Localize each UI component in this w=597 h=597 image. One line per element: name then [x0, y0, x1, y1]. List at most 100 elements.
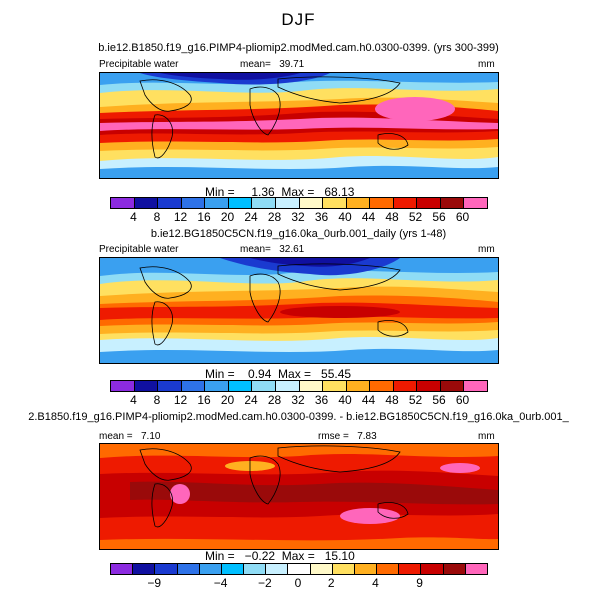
panel3-subtitle: 2.B1850.f19_g16.PIMP4-pliomip2.modMed.ca… — [28, 411, 569, 423]
panel2-variable-label: Precipitable water — [99, 244, 179, 255]
panel1-mean-value: 39.71 — [279, 59, 305, 70]
panel2-map — [99, 257, 499, 364]
panel1-units: mm — [478, 59, 495, 70]
panel3-colorbar-ticks: −9 −4 −2 0 2 4 9 — [110, 576, 486, 590]
colorbar-swatch — [393, 198, 418, 208]
colorbar-tick-label: 36 — [314, 210, 329, 224]
colorbar-swatch — [440, 198, 465, 208]
panel3-rmse: rmse = 7.83 — [318, 431, 377, 442]
colorbar-tick-label: 12 — [173, 210, 188, 224]
colorbar-tick-label: 2 — [327, 576, 335, 590]
colorbar-swatch — [221, 564, 245, 574]
colorbar-tick-label: 28 — [267, 393, 282, 407]
colorbar-tick-label: −9 — [147, 576, 162, 590]
colorbar-swatch — [370, 198, 394, 208]
panel1-mean: mean= 39.71 — [240, 59, 304, 70]
colorbar-swatch — [252, 198, 276, 208]
colorbar-swatch — [440, 381, 465, 391]
colorbar-tick-label: 60 — [455, 393, 470, 407]
colorbar-tick-label: 4 — [130, 393, 137, 407]
colorbar-swatch — [133, 564, 156, 574]
colorbar-swatch — [464, 381, 487, 391]
figure-title: DJF — [281, 10, 316, 29]
panel2-min-max: Min = 0.94 Max = 55.45 — [205, 367, 352, 381]
colorbar-swatch — [299, 198, 324, 208]
panel2-mean-label: mean= — [240, 244, 271, 255]
colorbar-swatch — [205, 381, 229, 391]
colorbar-tick-label: 16 — [197, 210, 211, 224]
colorbar-tick-label: 8 — [153, 393, 161, 407]
colorbar-swatch — [354, 564, 378, 574]
colorbar-swatch — [244, 564, 267, 574]
colorbar-swatch — [266, 564, 289, 574]
colorbar-swatch — [393, 381, 418, 391]
colorbar-tick-label: 56 — [432, 210, 446, 224]
panel3-colorbar — [110, 563, 488, 575]
colorbar-tick-label: 40 — [338, 393, 352, 407]
panel3-mean-label: mean = — [99, 431, 133, 442]
colorbar-tick-label: 36 — [314, 393, 329, 407]
panel3-units: mm — [478, 431, 495, 442]
panel3-min-max: Min = −0.22 Max = 15.10 — [205, 549, 355, 563]
colorbar-swatch — [228, 381, 253, 391]
panel1-colorbar-ticks: 4 8 12 16 20 24 28 32 36 40 44 48 52 56 60 — [110, 210, 486, 224]
panel1-variable-label: Precipitable water — [99, 59, 179, 70]
colorbar-swatch — [205, 198, 229, 208]
colorbar-swatch — [177, 564, 200, 574]
colorbar-tick-label: 20 — [220, 393, 235, 407]
colorbar-swatch — [134, 198, 159, 208]
panel3-mean-value: 7.10 — [140, 431, 161, 442]
colorbar-swatch — [464, 198, 487, 208]
colorbar-swatch — [417, 381, 441, 391]
colorbar-tick-label: 44 — [361, 210, 376, 224]
colorbar-swatch — [346, 381, 371, 391]
panel1-subtitle: b.ie12.B1850.f19_g16.PIMP4-pliomip2.modM… — [98, 42, 499, 54]
colorbar-swatch — [181, 198, 206, 208]
panel2-mean-value: 32.61 — [279, 244, 305, 255]
panel2-units: mm — [478, 244, 495, 255]
panel3-mean: mean = 7.10 — [99, 431, 160, 442]
panel3-rmse-label: rmse = — [318, 431, 349, 442]
colorbar-tick-label: 52 — [408, 393, 423, 407]
colorbar-tick-label: 16 — [197, 393, 211, 407]
panel2-colorbar-ticks: 4 8 12 16 20 24 28 32 36 40 44 48 52 56 60 — [110, 393, 486, 407]
colorbar-swatch — [399, 564, 422, 574]
colorbar-tick-label: −2 — [257, 576, 272, 590]
panel1-mean-label: mean= — [240, 59, 271, 70]
panel1-colorbar — [110, 197, 488, 209]
panel2-colorbar — [110, 380, 488, 392]
panel1-map-plot — [100, 73, 498, 178]
colorbar-tick-label: 60 — [455, 210, 470, 224]
colorbar-tick-label: 32 — [291, 393, 305, 407]
panel3-map-plot — [100, 444, 498, 549]
colorbar-tick-label: 24 — [244, 210, 258, 224]
colorbar-swatch — [310, 564, 333, 574]
colorbar-tick-label: 20 — [220, 210, 235, 224]
colorbar-tick-label: 4 — [130, 210, 137, 224]
colorbar-tick-label: 9 — [416, 576, 423, 590]
colorbar-swatch — [111, 381, 135, 391]
colorbar-tick-label: 8 — [153, 210, 161, 224]
colorbar-swatch — [134, 381, 159, 391]
colorbar-tick-label: 52 — [408, 210, 423, 224]
colorbar-swatch — [323, 381, 347, 391]
colorbar-tick-label: 0 — [294, 576, 302, 590]
colorbar-tick-label: 48 — [385, 393, 399, 407]
colorbar-swatch — [275, 198, 300, 208]
colorbar-swatch — [111, 564, 134, 574]
panel1-map — [99, 72, 499, 179]
panel2-map-plot — [100, 258, 498, 363]
panel3-map — [99, 443, 499, 550]
colorbar-swatch — [252, 381, 276, 391]
colorbar-tick-label: 44 — [361, 393, 376, 407]
colorbar-swatch — [346, 198, 371, 208]
colorbar-swatch — [443, 564, 466, 574]
colorbar-swatch — [299, 381, 324, 391]
colorbar-tick-label: 24 — [244, 393, 258, 407]
colorbar-swatch — [417, 198, 441, 208]
colorbar-tick-label: 28 — [267, 210, 282, 224]
colorbar-tick-label: 32 — [291, 210, 305, 224]
colorbar-swatch — [199, 564, 222, 574]
colorbar-swatch — [323, 198, 347, 208]
colorbar-swatch — [275, 381, 300, 391]
